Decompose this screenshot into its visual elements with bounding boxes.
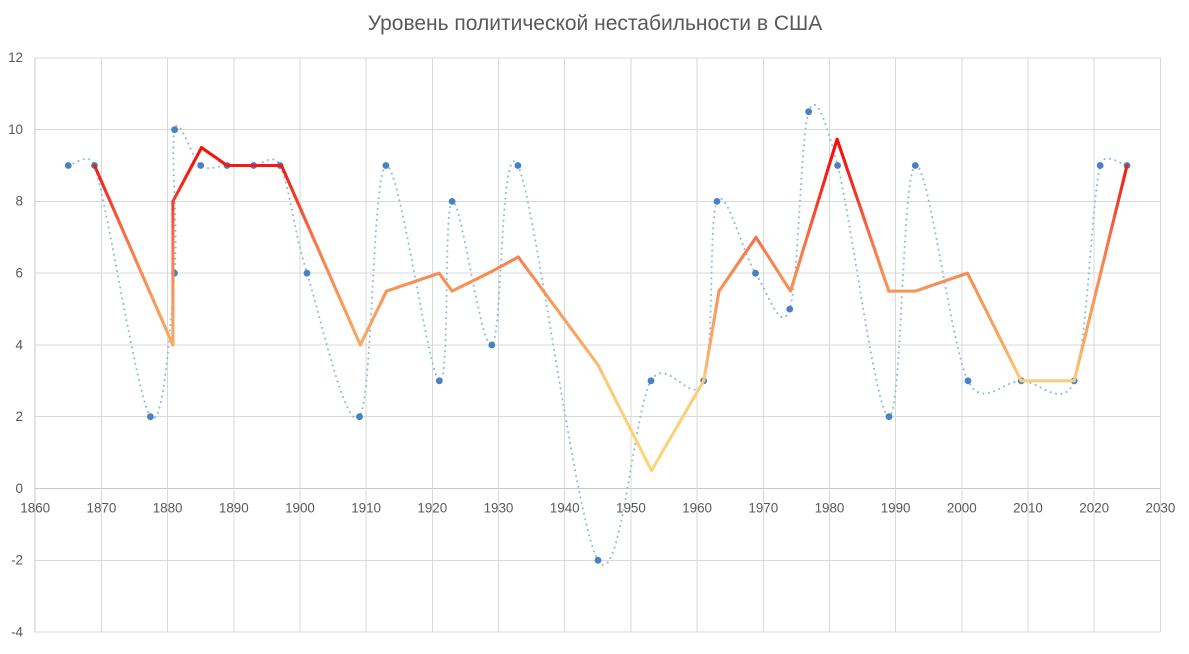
svg-text:0: 0 [16, 481, 23, 496]
svg-text:2: 2 [16, 409, 23, 424]
svg-text:10: 10 [8, 122, 23, 137]
svg-text:1940: 1940 [550, 501, 580, 516]
svg-text:2020: 2020 [1079, 501, 1109, 516]
svg-text:1930: 1930 [484, 501, 514, 516]
svg-text:2010: 2010 [1013, 501, 1043, 516]
svg-text:1900: 1900 [285, 501, 315, 516]
svg-text:1860: 1860 [20, 501, 50, 516]
svg-text:-2: -2 [11, 553, 23, 568]
svg-text:6: 6 [16, 266, 23, 281]
svg-text:8: 8 [16, 194, 23, 209]
svg-text:1950: 1950 [616, 501, 646, 516]
svg-text:1990: 1990 [881, 501, 911, 516]
svg-text:1880: 1880 [153, 501, 183, 516]
svg-text:1970: 1970 [748, 501, 778, 516]
svg-text:1920: 1920 [417, 501, 447, 516]
svg-text:1890: 1890 [219, 501, 249, 516]
svg-text:4: 4 [16, 337, 24, 352]
svg-text:Уровень политической нестабиль: Уровень политической нестабильности в СШ… [368, 12, 823, 35]
svg-text:1870: 1870 [87, 501, 117, 516]
svg-text:1960: 1960 [682, 501, 712, 516]
svg-text:2000: 2000 [947, 501, 977, 516]
svg-text:12: 12 [8, 50, 23, 65]
svg-text:1910: 1910 [351, 501, 381, 516]
svg-text:1980: 1980 [815, 501, 845, 516]
svg-text:-4: -4 [11, 624, 23, 639]
svg-text:2030: 2030 [1146, 501, 1176, 516]
